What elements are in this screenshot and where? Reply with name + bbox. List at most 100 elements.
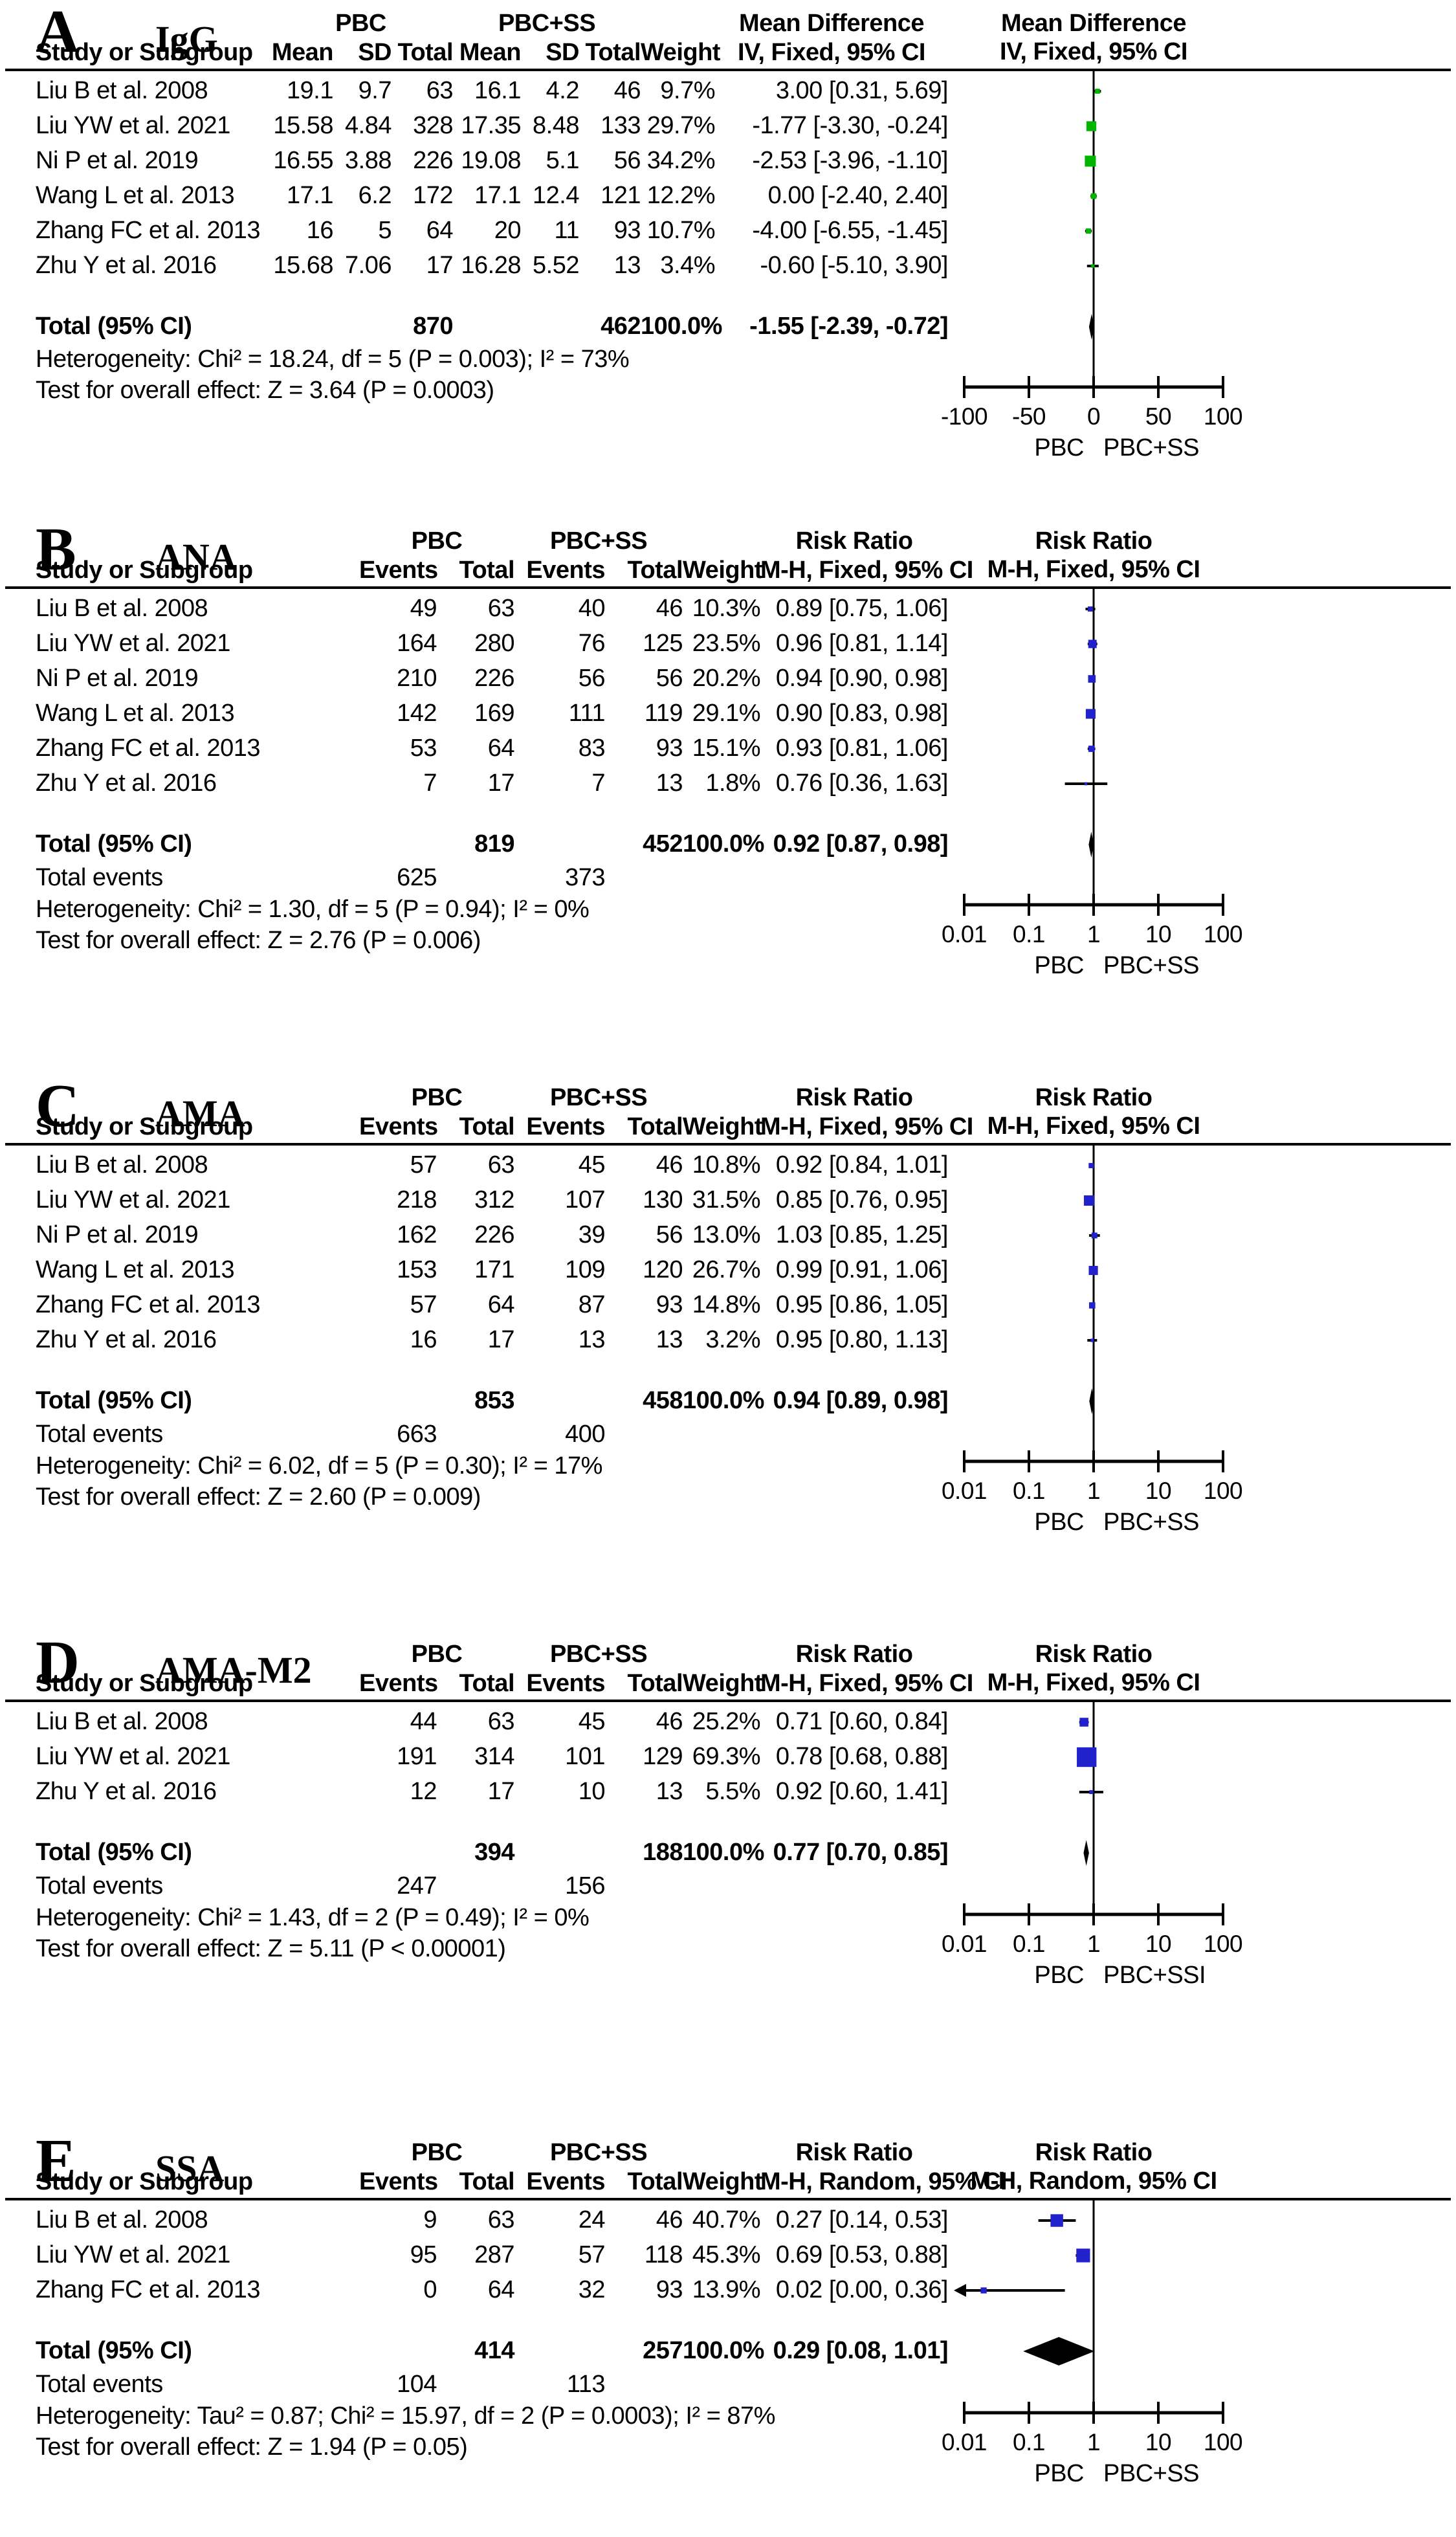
total-n2: 458 [643,1387,683,1415]
study-value: 12 [410,1778,437,1806]
study-value: 4.2 [546,77,580,105]
study-name: Zhang FC et al. 2013 [36,1291,261,1319]
study-row: Liu YW et al. 2021 191 314 101 129 69.3% 0.78 … [36,1740,949,1775]
study-value: 16.28 [461,252,521,280]
header-rule [5,69,1451,71]
study-value: 101 [565,1743,605,1771]
axis-tick-label: 0.1 [1013,1931,1045,1957]
study-ci-text: 0.76 [0.36, 1.63] [775,770,949,797]
axis-tick-label: 0.1 [1013,2429,1045,2455]
data-column-header: Events [359,1670,438,1698]
study-ci-text: 0.95 [0.86, 1.05] [775,1291,949,1319]
total-diamond [1089,1388,1095,1414]
effect-square [1076,2248,1090,2263]
header-rule [5,1143,1451,1146]
data-column-header: Total [585,39,641,67]
effect-square [980,2287,987,2294]
study-weight: 69.3% [692,1743,761,1771]
study-weight: 23.5% [692,630,761,658]
axis-tick-label: 1 [1087,921,1100,947]
overall-effect-text: Test for overall effect: Z = 2.60 (P = 0… [36,1483,481,1511]
study-row: Liu B et al. 2008 44 63 45 46 25.2% 0.71 [0.60… [36,1705,949,1740]
study-value: 153 [397,1256,437,1284]
study-value: 16.1 [474,77,521,105]
total-events-label: Total events [36,864,163,892]
total-weight: 100.0% [683,2337,764,2365]
study-value: 3.88 [345,147,392,175]
study-ci-text: 0.99 [0.91, 1.06] [775,1256,949,1284]
study-value: 120 [643,1256,683,1284]
study-value: 7.06 [345,252,392,280]
study-value: 93 [656,735,683,762]
study-weight: 13.0% [692,1221,761,1249]
study-value: 46 [656,595,683,623]
study-weight: 3.2% [705,1326,760,1354]
study-value: 4.84 [345,112,392,140]
total-events-n1: 104 [397,2371,437,2399]
study-name: Ni P et al. 2019 [36,1221,199,1249]
data-column-header: Events [526,557,605,584]
data-column-header: SD [358,39,392,67]
study-value: 56 [656,665,683,692]
study-weight: 10.7% [646,217,716,245]
effect-square [1084,782,1088,786]
study-value: 287 [474,2241,514,2269]
group1-header: PBC [335,10,386,37]
study-weight: 14.8% [692,1291,761,1319]
total-n1: 394 [474,1839,514,1867]
total-events-row: Total events 663 400 [36,1419,948,1451]
study-value: 32 [578,2276,606,2304]
heterogeneity-text: Heterogeneity: Chi² = 18.24, df = 5 (P =… [36,346,630,373]
plot-measure-header: Risk Ratio [1035,1084,1153,1111]
axis-tick-label: 10 [1145,921,1171,947]
favours-left-label: PBC [1034,1509,1084,1536]
study-value: 63 [487,2206,515,2234]
favours-right-label: PBC+SS [1103,952,1199,979]
total-weight: 100.0% [683,1839,764,1867]
study-value: 56 [613,147,641,175]
favours-left-label: PBC [1034,2460,1084,2487]
total-row: Total (95% CI) 394 188 100.0% 0.77 [0.70, 0.… [36,1835,949,1870]
total-n1: 819 [474,830,514,858]
data-column-header: Total [397,39,454,67]
study-value: 63 [426,77,454,105]
group1-header: PBC [411,1084,463,1111]
header-rule [5,1700,1451,1702]
study-ci-text: -1.77 [-3.30, -0.24] [752,112,948,140]
favours-right-label: PBC+SS [1103,434,1199,461]
study-ci-text: -4.00 [-6.55, -1.45] [752,217,948,245]
study-value: 107 [565,1186,605,1214]
axis-tick-label: 10 [1145,1478,1171,1504]
total-n2: 188 [643,1839,683,1867]
study-value: 17 [426,252,454,280]
study-value: 49 [410,595,437,623]
study-value: 121 [601,182,641,210]
total-events-label: Total events [36,1872,163,1900]
study-name: Zhu Y et al. 2016 [36,1778,217,1806]
study-value: 63 [487,595,515,623]
total-row: Total (95% CI) 870 462 100.0% -1.55 [-2.39, … [36,309,949,344]
study-value: 46 [656,1151,683,1179]
study-value: 64 [487,2276,515,2304]
study-weight: 31.5% [692,1186,761,1214]
forest-panel-E: E SSA PBC PBC+SS Risk Ratio Risk Ratio Study o… [0,2131,1456,2489]
study-column-header: Study or Subgroup [36,39,253,67]
study-value: 16.55 [273,147,333,175]
total-row: Total (95% CI) 414 257 100.0% 0.29 [0.08, 1.… [36,2334,949,2369]
total-weight: 100.0% [641,313,722,340]
study-name: Liu B et al. 2008 [36,1708,208,1736]
study-name: Liu B et al. 2008 [36,595,208,623]
study-value: 13 [578,1326,606,1354]
study-row: Zhu Y et al. 2016 16 17 13 13 3.2% 0.95 [0.80,… [36,1323,949,1358]
axis-tick-label: -100 [941,403,987,430]
total-label: Total (95% CI) [36,2337,192,2365]
study-ci-text: -2.53 [-3.96, -1.10] [752,147,948,175]
study-row: Liu B et al. 2008 49 63 40 46 10.3% 0.89 [0.75… [36,592,949,626]
data-column-header: Events [359,2168,438,2196]
axis-tick-label: 100 [1204,1478,1242,1504]
study-weight: 45.3% [692,2241,761,2269]
study-row: Zhang FC et al. 2013 16 5 64 20 11 93 10.7% -4.0… [36,214,949,249]
total-n1: 414 [474,2337,514,2365]
study-value: 20 [494,217,522,245]
study-value: 5.1 [546,147,580,175]
